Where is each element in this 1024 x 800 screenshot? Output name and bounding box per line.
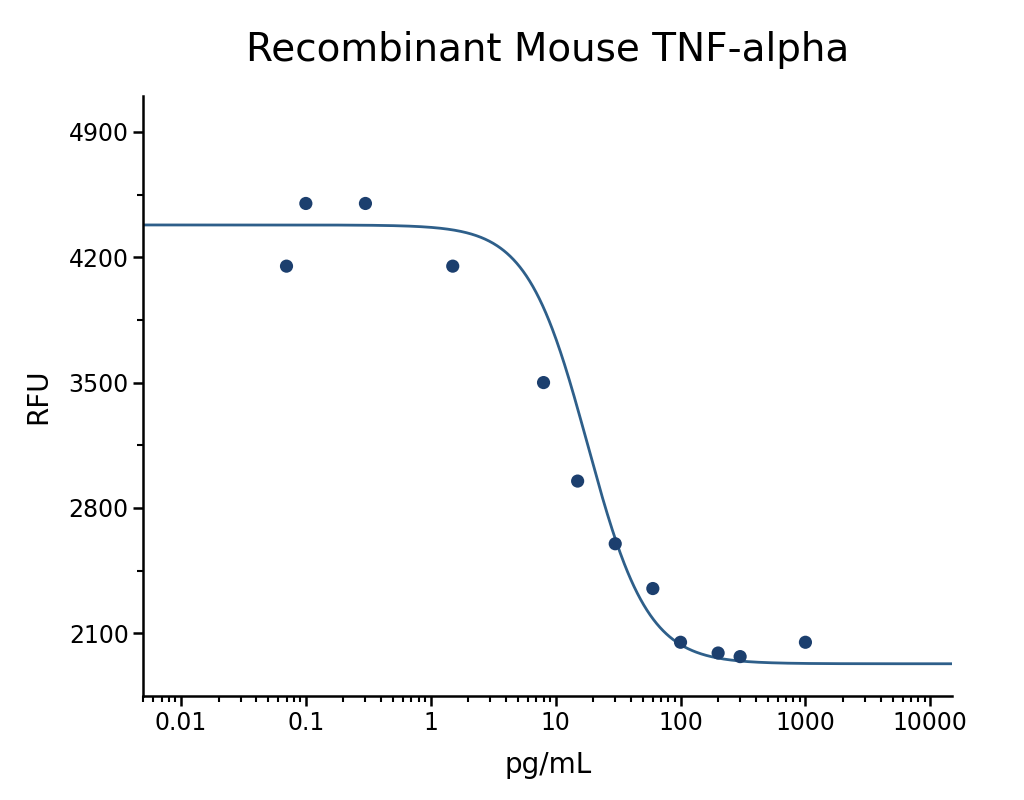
Point bbox=[279, 260, 295, 273]
Point bbox=[536, 376, 552, 389]
Point bbox=[798, 636, 814, 649]
Point bbox=[673, 636, 689, 649]
Point bbox=[444, 260, 461, 273]
Point bbox=[645, 582, 662, 595]
Point bbox=[569, 474, 586, 487]
Point bbox=[357, 197, 374, 210]
X-axis label: pg/mL: pg/mL bbox=[504, 751, 592, 779]
Title: Recombinant Mouse TNF-alpha: Recombinant Mouse TNF-alpha bbox=[246, 31, 850, 70]
Point bbox=[710, 646, 726, 659]
Point bbox=[607, 538, 624, 550]
Point bbox=[732, 650, 749, 663]
Point bbox=[298, 197, 314, 210]
Y-axis label: RFU: RFU bbox=[24, 368, 52, 424]
